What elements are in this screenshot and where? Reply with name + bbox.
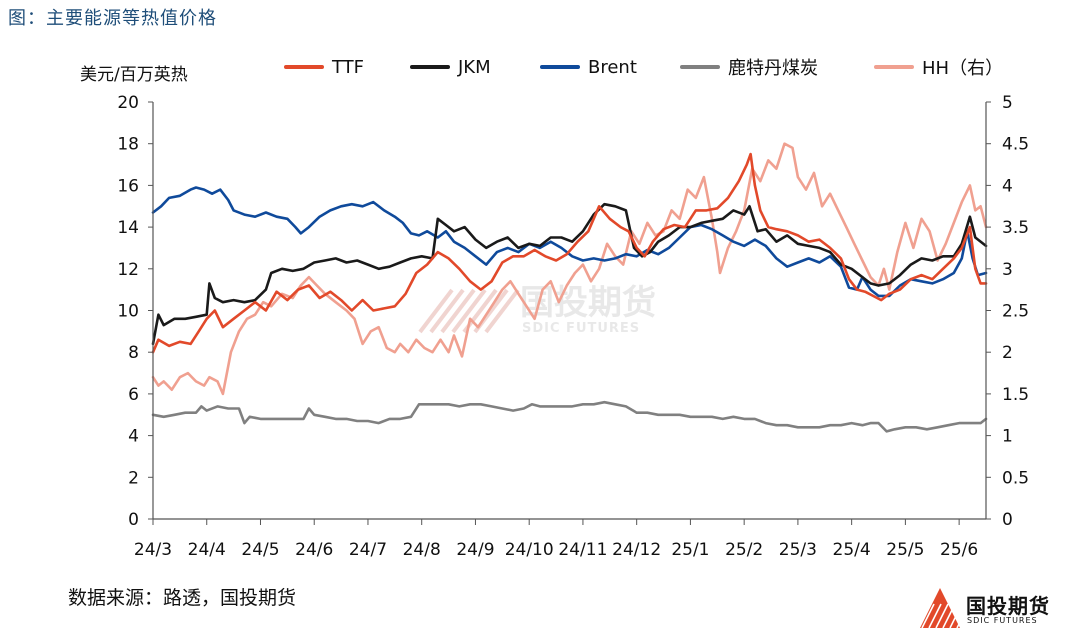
x-tick-label: 25/4: [833, 540, 871, 560]
axes-layer: 0 2 4 6 8 10 12 14 16 18 20 0 0.5 1 1.5 2 2.5 3 3.5 4 4.5 5 24…: [117, 93, 1029, 560]
x-tick-label: 25/1: [671, 540, 709, 560]
x-tick-label: 24/11: [558, 540, 607, 560]
x-tick-label: 24/10: [505, 540, 554, 560]
series-line-hh: [151, 142, 988, 396]
x-tick-label: 25/6: [940, 540, 978, 560]
legend-swatch-jkm: [410, 65, 450, 69]
y-tick-label-right: 0.5: [1002, 468, 1029, 488]
series-line-ttf: [151, 152, 988, 354]
legend-swatch-ttf: [284, 65, 324, 69]
logo-stripe: [956, 620, 960, 628]
watermark-stripe: [451, 288, 487, 334]
x-tick-label: 24/6: [295, 540, 333, 560]
legend-swatch-coal: [680, 65, 720, 69]
company-logo: 国投期货 SDIC FUTURES: [920, 588, 1060, 632]
series-line-jkm: [151, 202, 988, 346]
watermark-stripe: [429, 288, 465, 334]
y-tick-label-left: 12: [117, 260, 139, 280]
legend-label-ttf: TTF: [332, 56, 365, 78]
legend-swatch-brent: [540, 65, 580, 69]
legend-item-ttf: TTF: [284, 52, 364, 82]
legend-label-brent: Brent: [588, 56, 637, 78]
y-tick-label-right: 3.5: [1002, 218, 1029, 238]
legend-label-hh: HH（右）: [922, 58, 1004, 79]
legend: TTF JKM Brent 鹿特丹煤炭 HH（右）: [284, 52, 1044, 82]
logo-stripe: [921, 603, 935, 628]
logo-stripe: [949, 606, 960, 628]
legend-item-coal: 鹿特丹煤炭: [680, 52, 818, 82]
y-tick-label-left: 2: [128, 468, 139, 488]
legend-swatch-hh: [874, 65, 914, 69]
y-tick-label-left: 18: [117, 135, 139, 155]
y-tick-label-left: 10: [117, 302, 139, 322]
y-tick-label-left: 20: [117, 93, 139, 113]
logo-subtitle: SDIC FUTURES: [967, 616, 1038, 625]
logo-stripe: [928, 603, 942, 628]
x-tick-label: 24/5: [241, 540, 279, 560]
y-tick-label-right: 4.5: [1002, 135, 1029, 155]
y-tick-label-right: 2: [1002, 343, 1013, 363]
watermark-logo-mark: [418, 288, 520, 334]
x-tick-label: 24/9: [456, 540, 494, 560]
legend-label-coal: 鹿特丹煤炭: [728, 58, 818, 79]
x-tick-label: 25/5: [886, 540, 924, 560]
x-tick-label: 24/4: [188, 540, 226, 560]
y-tick-label-right: 2.5: [1002, 302, 1029, 322]
legend-item-hh: HH（右）: [874, 52, 1003, 82]
y-tick-label-right: 1: [1002, 427, 1013, 447]
logo-mark-icon: [920, 588, 960, 628]
watermark-stripe: [440, 288, 476, 334]
y-tick-label-left: 0: [128, 510, 139, 530]
logo-stripe: [935, 603, 949, 628]
x-tick-label: 24/12: [612, 540, 661, 560]
y-tick-label-left: 8: [128, 343, 139, 363]
y-tick-label-right: 1.5: [1002, 385, 1029, 405]
y-tick-label-left: 6: [128, 385, 139, 405]
watermark-stripe: [484, 288, 520, 334]
logo-name: 国投期货: [966, 594, 1050, 618]
watermark-stripe: [418, 288, 454, 334]
source-note: 数据来源：路透，国投期货: [68, 587, 297, 609]
y-tick-label-left: 14: [117, 218, 139, 238]
series-layer: [151, 142, 988, 433]
x-tick-label: 24/3: [134, 540, 172, 560]
logo-stripe: [942, 603, 956, 628]
y-tick-label-right: 4: [1002, 176, 1013, 196]
series-line-brent: [151, 186, 988, 298]
watermark-name: 国投期货: [520, 283, 656, 323]
series-line-coal: [151, 400, 988, 433]
x-tick-label: 25/3: [779, 540, 817, 560]
x-tick-label: 24/8: [403, 540, 441, 560]
y-axis-unit-label: 美元/百万英热: [80, 65, 188, 85]
legend-item-brent: Brent: [540, 52, 637, 82]
figure-title: 图：主要能源等热值价格: [8, 8, 217, 29]
watermark-subtitle: SDIC FUTURES: [522, 321, 640, 336]
logo-triangle: [920, 588, 960, 628]
y-tick-label-left: 4: [128, 427, 139, 447]
y-tick-label-right: 5: [1002, 93, 1013, 113]
x-tick-label: 25/2: [725, 540, 763, 560]
legend-item-jkm: JKM: [410, 52, 491, 82]
y-tick-label-left: 16: [117, 176, 139, 196]
y-tick-label-right: 0: [1002, 510, 1013, 530]
x-tick-label: 24/7: [349, 540, 387, 560]
legend-label-jkm: JKM: [458, 56, 491, 78]
y-tick-label-right: 3: [1002, 260, 1013, 280]
